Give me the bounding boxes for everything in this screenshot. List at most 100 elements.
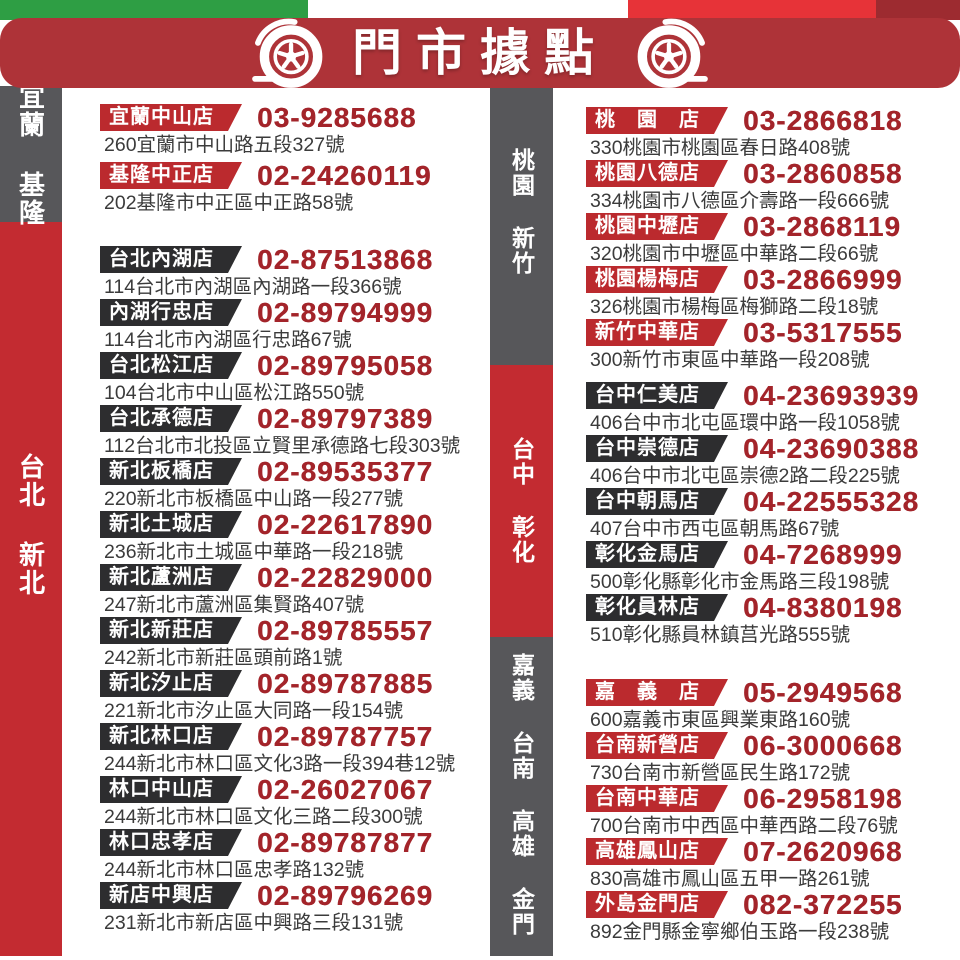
store-badge-row: 新北新莊店 02-89785557 [100,615,480,646]
store-entry: 嘉 義 店 05-2949568 600嘉義市東區興業東路160號 [586,679,958,732]
store-name-badge: 高雄鳳山店 [586,838,728,865]
store-phone: 03-2866818 [743,105,903,136]
store-badge-row: 新北土城店 02-22617890 [100,509,480,540]
store-badge-row: 台北內湖店 02-87513868 [100,246,480,274]
store-phone: 082-372255 [743,889,903,920]
wheel-icon [637,18,708,88]
store-address: 330桃園市桃園區春日路408號 [590,137,851,159]
store-badge-row: 基隆中正店 02-24260119 [100,162,480,190]
store-entry: 新北蘆洲店 02-22829000 247新北市蘆洲區集賢路407號 [100,564,480,617]
store-name-badge: 新北板橋店 [100,458,242,485]
store-badge-row: 新北蘆洲店 02-22829000 [100,564,480,592]
store-address: 830高雄市鳳山區五甲一路261號 [590,868,870,890]
store-name-badge: 新北蘆洲店 [100,564,242,591]
header-band: 門市據點 [0,18,960,88]
store-phone: 03-9285688 [257,102,417,133]
store-name-badge: 嘉 義 店 [586,679,728,706]
store-phone: 02-89535377 [257,456,434,487]
region-label-taichung-changhua: 台中 彰化 [508,437,535,565]
store-column-left: 宜蘭中山店 03-9285688 260宜蘭市中山路五段327號基隆中正店 02-24… [100,104,480,935]
store-phone: 07-2620968 [743,836,903,867]
region-segment-taoyuan-hsinchu [490,86,553,365]
store-entry: 台中仁美店 04-23693939 406台中市北屯區環中路一段1058號 [586,382,958,435]
store-badge-row: 內湖行忠店 02-89794999 [100,299,480,327]
store-phone: 03-2860858 [743,158,903,189]
store-name-badge: 新北新莊店 [100,617,242,644]
store-name-badge: 桃園八德店 [586,160,728,187]
store-entry: 桃園楊梅店 03-2866999 326桃園市楊梅區梅獅路二段18號 [586,266,958,319]
store-name-badge: 新店中興店 [100,882,242,909]
store-entry: 彰化員林店 04-8380198 510彰化縣員林鎮莒光路555號 [586,594,958,647]
flag-white-segment [308,0,628,20]
store-badge-row: 台中崇德店 04-23690388 [586,433,958,464]
store-entry: 基隆中正店 02-24260119 202基隆市中正區中正路58號 [100,162,480,220]
store-entry: 彰化金馬店 04-7268999 500彰化縣彰化市金馬路三段198號 [586,541,958,594]
store-address: 700台南市中西區中華西路二段76號 [590,815,898,837]
store-name-badge: 新北土城店 [100,511,242,538]
store-badge-row: 台北承德店 02-89797389 [100,405,480,433]
store-address: 407台中市西屯區朝馬路67號 [590,518,840,540]
store-group: 嘉 義 店 05-2949568 600嘉義市東區興業東路160號 台南新營店 06-3… [586,679,958,944]
store-entry: 台南新營店 06-3000668 730台南市新營區民生路172號 [586,732,958,785]
store-address: 406台中市北屯區環中路一段1058號 [590,412,900,434]
store-badge-row: 林口忠孝店 02-89787877 [100,829,480,857]
store-entry: 新北林口店 02-89787757 244新北市林口區文化3路一段394巷12號 [100,723,480,776]
store-entry: 桃 園 店 03-2866818 330桃園市桃園區春日路408號 [586,107,958,160]
region-bar-middle: 桃園 新竹 台中 彰化 嘉義 台南 高雄 金門 [490,86,553,956]
store-name-badge: 宜蘭中山店 [100,104,242,131]
store-name-badge: 新北林口店 [100,723,242,750]
store-address: 112台北市北投區立賢里承德路七段303號 [104,435,461,457]
store-name-badge: 台南中華店 [586,785,728,812]
store-badge-row: 台中朝馬店 04-22555328 [586,488,958,516]
store-badge-row: 高雄鳳山店 07-2620968 [586,836,958,867]
store-badge-row: 新北林口店 02-89787757 [100,723,480,751]
store-address: 320桃園市中壢區中華路二段66號 [590,243,879,265]
store-phone: 04-23690388 [743,433,920,464]
store-name-badge: 林口忠孝店 [100,829,242,856]
store-address: 326桃園市楊梅區梅獅路二段18號 [590,296,879,318]
region-label-taoyuan-hsinchu: 桃園 新竹 [508,148,535,276]
store-badge-row: 彰化金馬店 04-7268999 [586,541,958,569]
store-group: 桃 園 店 03-2866818 330桃園市桃園區春日路408號 桃園八德店 03-2… [586,107,958,372]
store-address: 114台北市內湖區行忠路67號 [104,329,352,351]
store-address: 510彰化縣員林鎮莒光路555號 [590,624,851,646]
store-entry: 台北承德店 02-89797389 112台北市北投區立賢里承德路七段303號 [100,405,480,458]
store-badge-row: 新竹中華店 03-5317555 [586,317,958,348]
store-badge-row: 外島金門店 082-372255 [586,889,958,920]
store-entry: 桃園八德店 03-2860858 334桃園市八德區介壽路一段666號 [586,160,958,213]
store-badge-row: 桃園八德店 03-2860858 [586,158,958,189]
store-phone: 04-23693939 [743,380,920,411]
store-phone: 02-22617890 [257,509,434,540]
store-address: 300新竹市東區中華路一段208號 [590,349,870,371]
wheel-icon [252,18,323,88]
store-group: 宜蘭中山店 03-9285688 260宜蘭市中山路五段327號基隆中正店 02-24… [100,104,480,220]
store-entry: 新竹中華店 03-5317555 300新竹市東區中華路一段208號 [586,319,958,372]
region-label-taipei-newtaipei: 台北 新北 [15,453,46,597]
store-name-badge: 台北松江店 [100,352,242,379]
flag-green-segment [0,0,308,20]
store-column-right: 桃 園 店 03-2866818 330桃園市桃園區春日路408號 桃園八德店 03-2… [586,107,958,944]
region-segment-taichung-changhua [490,365,553,637]
store-address: 231新北市新店區中興路三段131號 [104,912,404,934]
store-entry: 新北土城店 02-22617890 236新北市土城區中華路一段218號 [100,511,480,564]
region-label-yilan-keelung: 宜蘭 基隆 [15,83,46,227]
store-entry: 新店中興店 02-89796269 231新北市新店區中興路三段131號 [100,882,480,935]
store-address: 260宜蘭市中山路五段327號 [104,134,345,156]
store-name-badge: 彰化金馬店 [586,541,728,568]
store-address: 244新北市林口區文化三路二段300號 [104,806,423,828]
store-badge-row: 新北汐止店 02-89787885 [100,670,480,698]
store-entry: 新北新莊店 02-89785557 242新北市新莊區頭前路1號 [100,617,480,670]
store-phone: 03-5317555 [743,317,903,348]
store-address: 406台中市北屯區崇德2路二段225號 [590,465,900,487]
store-name-badge: 台北承德店 [100,405,242,432]
store-phone: 02-89785557 [257,615,434,646]
store-badge-row: 桃園楊梅店 03-2866999 [586,264,958,295]
flag-red-segment [628,0,876,20]
store-address: 236新北市土城區中華路一段218號 [104,541,404,563]
store-address: 500彰化縣彰化市金馬路三段198號 [590,571,890,593]
store-name-badge: 內湖行忠店 [100,299,242,326]
store-phone: 03-2866999 [743,264,903,295]
region-label-chiayi-tainan-kaohsiung-kinmen: 嘉義 台南 高雄 金門 [508,653,535,937]
store-entry: 台南中華店 06-2958198 700台南市中西區中華西路二段76號 [586,785,958,838]
page-title: 門市據點 [352,25,608,81]
